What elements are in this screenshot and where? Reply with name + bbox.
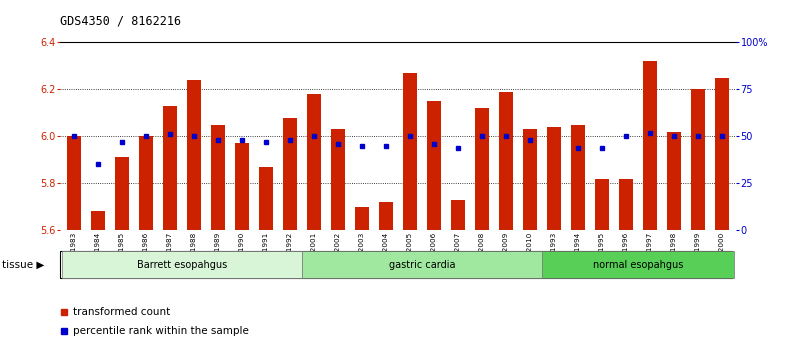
Bar [451, 200, 465, 230]
Bar [68, 136, 80, 230]
Bar [427, 101, 441, 230]
Text: transformed count: transformed count [73, 307, 170, 317]
Bar [716, 78, 728, 230]
Text: percentile rank within the sample: percentile rank within the sample [73, 326, 248, 336]
Bar [643, 61, 657, 230]
Bar [548, 127, 560, 230]
Bar [163, 106, 177, 230]
Bar [355, 207, 369, 230]
Bar [475, 108, 489, 230]
Bar [115, 158, 129, 230]
Bar [667, 132, 681, 230]
Text: gastric cardia: gastric cardia [388, 259, 455, 270]
Bar [92, 211, 105, 230]
Bar [139, 136, 153, 230]
Bar [595, 178, 608, 230]
Bar [212, 125, 224, 230]
Bar [188, 80, 201, 230]
Bar [619, 178, 633, 230]
Bar [259, 167, 273, 230]
Bar [499, 92, 513, 230]
Bar [302, 251, 542, 278]
Bar [307, 94, 321, 230]
Bar [283, 118, 297, 230]
Text: GDS4350 / 8162216: GDS4350 / 8162216 [60, 14, 181, 27]
Bar [380, 202, 392, 230]
Bar [62, 251, 302, 278]
Text: normal esopahgus: normal esopahgus [593, 259, 683, 270]
Bar [523, 129, 537, 230]
Bar [572, 125, 584, 230]
Bar [691, 89, 704, 230]
Bar [331, 129, 345, 230]
Bar [404, 73, 416, 230]
Text: tissue ▶: tissue ▶ [2, 259, 44, 270]
Text: Barrett esopahgus: Barrett esopahgus [137, 259, 227, 270]
Bar [236, 143, 248, 230]
Bar [542, 251, 734, 278]
